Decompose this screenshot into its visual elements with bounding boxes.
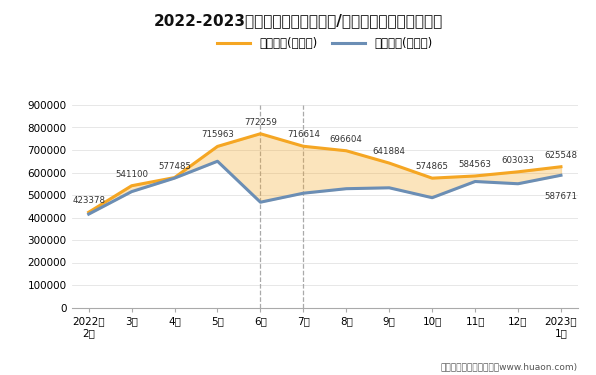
Text: 715963: 715963 [201, 130, 234, 140]
Text: 423378: 423378 [72, 196, 105, 205]
出口总额(万美元) [300, 144, 307, 148]
Text: 696604: 696604 [330, 135, 363, 144]
进口总额(万美元) [171, 176, 178, 180]
进口总额(万美元) [429, 195, 436, 200]
进口总额(万美元) [300, 191, 307, 195]
出口总额(万美元) [343, 148, 350, 153]
Line: 出口总额(万美元): 出口总额(万美元) [89, 134, 561, 212]
出口总额(万美元) [128, 183, 135, 188]
进口总额(万美元) [214, 159, 221, 164]
Text: 541100: 541100 [115, 170, 148, 179]
Text: 587671: 587671 [545, 192, 578, 201]
进口总额(万美元) [85, 212, 92, 216]
出口总额(万美元) [171, 176, 178, 180]
出口总额(万美元) [386, 161, 393, 165]
Legend: 出口总额(万美元), 进口总额(万美元): 出口总额(万美元), 进口总额(万美元) [213, 34, 436, 54]
出口总额(万美元) [557, 165, 564, 169]
Text: 716614: 716614 [287, 130, 320, 140]
进口总额(万美元) [386, 186, 393, 190]
进口总额(万美元) [514, 182, 522, 186]
出口总额(万美元) [429, 176, 436, 180]
出口总额(万美元) [214, 144, 221, 148]
Text: 584563: 584563 [458, 160, 492, 169]
Text: 2022-2023年河北省（境内目的地/货源地）进、出口额统计: 2022-2023年河北省（境内目的地/货源地）进、出口额统计 [153, 13, 443, 28]
出口总额(万美元) [514, 170, 522, 174]
Text: 641884: 641884 [372, 147, 406, 156]
Text: 772259: 772259 [244, 118, 277, 127]
出口总额(万美元) [257, 132, 264, 136]
出口总额(万美元) [471, 174, 479, 178]
出口总额(万美元) [85, 210, 92, 214]
进口总额(万美元) [557, 173, 564, 177]
进口总额(万美元) [257, 200, 264, 204]
Line: 进口总额(万美元): 进口总额(万美元) [89, 161, 561, 214]
进口总额(万美元) [471, 179, 479, 184]
Text: 制图：华经产业研究院（www.huaon.com): 制图：华经产业研究院（www.huaon.com) [441, 362, 578, 371]
Text: 603033: 603033 [501, 156, 535, 165]
Text: 574865: 574865 [415, 162, 449, 171]
Text: 625548: 625548 [545, 151, 578, 160]
进口总额(万美元) [128, 189, 135, 194]
进口总额(万美元) [343, 186, 350, 191]
Text: 577485: 577485 [158, 162, 191, 171]
